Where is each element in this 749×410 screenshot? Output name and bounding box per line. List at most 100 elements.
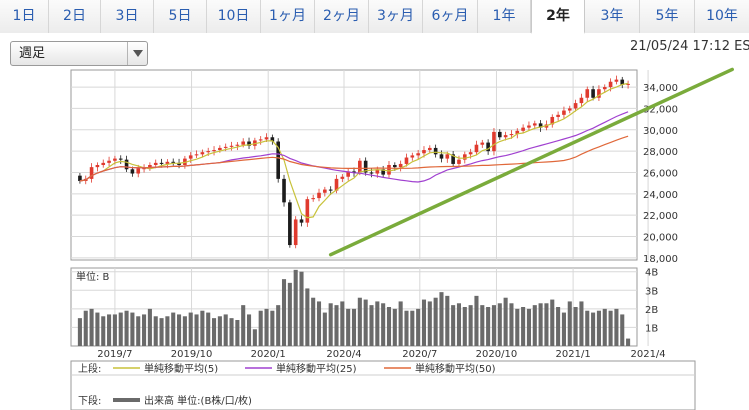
volume-bar (252, 329, 257, 346)
candle-body-up (468, 152, 473, 155)
candle (597, 85, 601, 101)
candle-body-up (305, 199, 310, 223)
candle-body-down (124, 159, 129, 170)
candle-body-up (89, 167, 94, 179)
candle (363, 157, 368, 176)
candle-body-up (136, 168, 141, 174)
volume-bar (311, 297, 316, 346)
volume-bar (206, 312, 211, 346)
volume-bar (445, 295, 450, 346)
candle (247, 137, 251, 149)
tab-2日[interactable]: 2日 (49, 0, 101, 33)
volume-bar (526, 308, 531, 346)
candle (538, 120, 543, 132)
candle-body-up (422, 150, 426, 154)
volume-bar (602, 308, 607, 346)
candle-body-up (206, 151, 211, 153)
candle (562, 106, 566, 120)
volume-bar (142, 314, 147, 346)
candle-body-down (299, 219, 304, 223)
ma50-line (79, 135, 629, 182)
volume-bar (521, 307, 526, 346)
tab-1年[interactable]: 1年 (478, 0, 531, 33)
legend-lower-label: 下段: (78, 394, 101, 407)
candle (352, 167, 356, 177)
tab-5日[interactable]: 5日 (154, 0, 207, 33)
tab-10日[interactable]: 10日 (207, 0, 261, 33)
x-tick-label: 2020/4 (326, 349, 361, 360)
candle (118, 155, 123, 164)
volume-bar (305, 288, 310, 346)
candle (148, 162, 152, 171)
candle (282, 174, 286, 207)
legend (70, 360, 696, 410)
candle (212, 146, 216, 156)
tab-3年[interactable]: 3年 (585, 0, 640, 33)
volume-bar (159, 318, 164, 346)
candle-body-up (153, 162, 158, 165)
volume-bar (614, 308, 619, 346)
volume-bar (281, 279, 287, 346)
volume-bar (136, 316, 141, 346)
candle (626, 80, 630, 89)
candle (416, 149, 420, 160)
candle (136, 164, 141, 178)
candle-body-up (503, 135, 508, 138)
candle-body-down (591, 89, 595, 98)
volume-bar (386, 307, 392, 346)
tab-2ヶ月[interactable]: 2ヶ月 (315, 0, 369, 33)
candle-body-up (567, 108, 572, 111)
candle-body-up (346, 171, 350, 177)
candle-body-up (317, 192, 321, 199)
tab-1日[interactable]: 1日 (0, 0, 49, 33)
volume-bar (200, 310, 205, 346)
volume-bar (340, 301, 345, 346)
candle-body-down (171, 161, 176, 163)
tab-3ヶ月[interactable]: 3ヶ月 (369, 0, 423, 33)
candle (398, 160, 403, 172)
candle-body-up (101, 162, 106, 165)
tab-2年[interactable]: 2年 (531, 0, 585, 34)
tab-3日[interactable]: 3日 (101, 0, 154, 33)
candle (194, 150, 199, 159)
interval-select[interactable]: 週足 (10, 41, 148, 66)
volume-bar (217, 316, 222, 346)
price-y-tick: 24,000 (643, 190, 678, 201)
volume-bar (620, 314, 625, 346)
candle-body-up (235, 144, 240, 146)
candle (305, 196, 310, 227)
volume-bar (398, 301, 403, 346)
ma5-line (79, 82, 629, 219)
candle-body-down (620, 79, 625, 85)
candle-body-up (340, 176, 345, 179)
candle-body-up (457, 159, 461, 164)
volume-bar (182, 316, 187, 346)
candle-body-down (288, 202, 292, 246)
price-y-tick: 32,000 (643, 104, 678, 115)
candle-body-up (614, 79, 619, 82)
candle-body-up (585, 89, 590, 98)
candle-body-up (527, 125, 531, 128)
candle (171, 158, 176, 166)
price-y-tick: 22,000 (643, 211, 678, 222)
tab-1ヶ月[interactable]: 1ヶ月 (261, 0, 315, 33)
candle-body-up (218, 147, 222, 151)
candle (433, 144, 438, 158)
candle (78, 173, 82, 184)
candle-body-down (381, 169, 385, 175)
tab-10年[interactable]: 10年 (695, 0, 749, 33)
candle-body-up (323, 189, 327, 193)
tab-6ヶ月[interactable]: 6ヶ月 (423, 0, 478, 33)
candle-body-down (247, 141, 251, 146)
candle-body-up (532, 123, 537, 126)
x-tick-label: 2020/7 (402, 349, 437, 360)
candle-body-up (597, 89, 601, 98)
candle-body-up (573, 103, 578, 109)
candle (107, 156, 111, 167)
volume-bar (538, 303, 543, 346)
tab-5年[interactable]: 5年 (640, 0, 695, 33)
volume-bar (567, 301, 572, 346)
candle-body-up (398, 163, 403, 168)
candle (293, 216, 298, 249)
